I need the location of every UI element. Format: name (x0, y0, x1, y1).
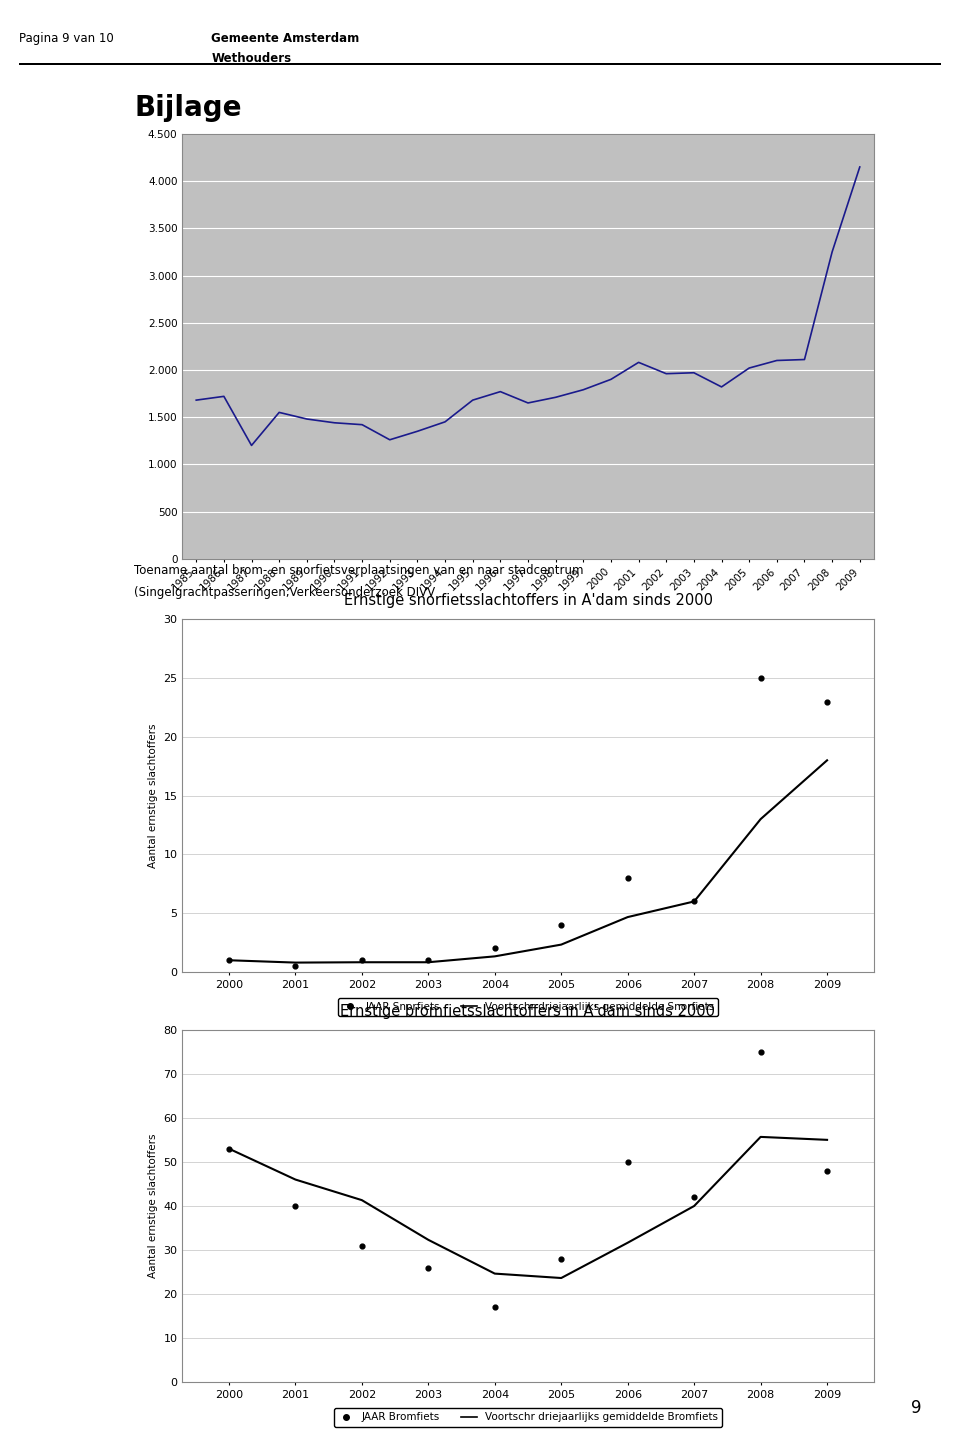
Point (288, 955, 303, 978)
Point (554, 913, 569, 936)
Point (753, 667, 768, 690)
Point (420, 1256, 436, 1279)
Point (686, 1185, 702, 1208)
Point (620, 1151, 636, 1174)
Text: 9: 9 (911, 1400, 922, 1417)
Title: Ernstige snorfietsslachtoffers in A'dam sinds 2000: Ernstige snorfietsslachtoffers in A'dam … (344, 593, 712, 608)
Text: (Singelgrachtpasseringen,Verkeersonderzoek DIVV: (Singelgrachtpasseringen,Verkeersonderzo… (134, 586, 436, 599)
Y-axis label: Aantal ernstige slachtoffers: Aantal ernstige slachtoffers (148, 1133, 157, 1279)
Legend: JAAR Bromfiets, Voortschr driejaarlijks gemiddelde Bromfiets: JAAR Bromfiets, Voortschr driejaarlijks … (334, 1408, 722, 1427)
Point (487, 937, 502, 960)
Y-axis label: Aantal ernstige slachtoffers: Aantal ernstige slachtoffers (148, 723, 157, 868)
Point (820, 1159, 835, 1182)
Point (753, 1040, 768, 1063)
Point (820, 690, 835, 713)
Text: Toename aantal brom- en snorfietsverplaatsingen van en naar stadcentrum: Toename aantal brom- en snorfietsverplaa… (134, 564, 584, 577)
Legend: JAAR Snorfiets, Voortschr driejaarlijks gemiddelde Snorfiets: JAAR Snorfiets, Voortschr driejaarlijks … (338, 998, 718, 1017)
Point (554, 1247, 569, 1270)
Text: Bijlage: Bijlage (134, 94, 242, 121)
Point (221, 1138, 236, 1161)
Point (620, 867, 636, 890)
Title: Ernstige bromfietsslachtoffers in A'dam sinds 2000: Ernstige bromfietsslachtoffers in A'dam … (341, 1004, 715, 1018)
Point (487, 1296, 502, 1319)
Text: Gemeente Amsterdam: Gemeente Amsterdam (211, 32, 359, 45)
Point (686, 890, 702, 913)
Text: Pagina 9 van 10: Pagina 9 van 10 (19, 32, 114, 45)
Point (420, 949, 436, 972)
Text: Wethouders: Wethouders (211, 52, 291, 65)
Point (221, 949, 236, 972)
Point (288, 1195, 303, 1218)
Point (354, 949, 370, 972)
Point (354, 1234, 370, 1257)
